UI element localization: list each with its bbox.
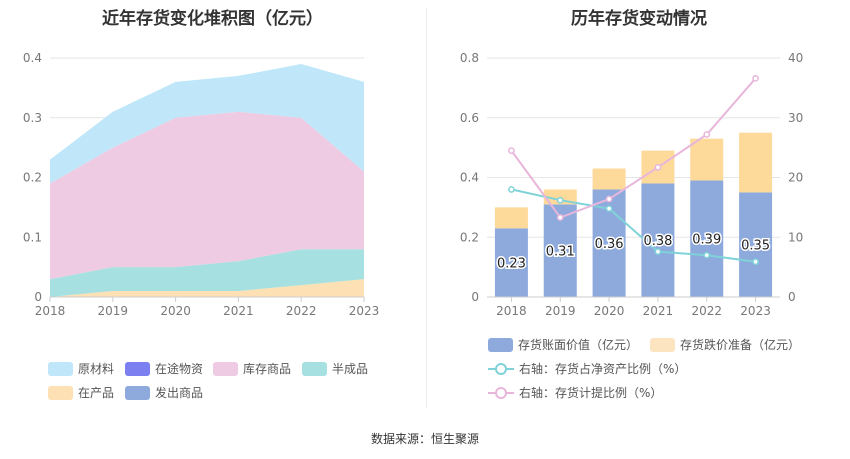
x-tick-label: 2020 [160, 304, 191, 318]
line-point [556, 214, 564, 221]
bar-存货跌价准备（亿元） [690, 138, 724, 181]
bar-line-combo-chart: 0 0.2 0.4 0.6 0.8 0 10 20 30 40 2018 2019 2020 2021 20… [460, 51, 803, 318]
legend-swatch [125, 385, 150, 400]
line-point [508, 186, 515, 193]
legend-swatch [488, 337, 513, 352]
x-tick-label: 2018 [496, 304, 527, 318]
legend-label: 发出商品 [155, 386, 204, 400]
y-tick-label: 0 [34, 290, 42, 304]
line-point [752, 74, 759, 82]
x-tick-label: 2021 [643, 304, 674, 318]
line-point [654, 248, 662, 255]
y2-tick-label: 0 [788, 290, 796, 304]
y2-tick-label: 30 [788, 111, 803, 125]
data-label: 0.35 [741, 239, 770, 254]
panel-divider [426, 8, 427, 408]
stacked-area-chart: 0 0.1 0.2 0.3 0.4 2018 2019 2020 2021 2022 2023 [23, 51, 380, 318]
data-label: 0.31 [546, 245, 575, 260]
y-tick-label: 0.1 [23, 230, 42, 244]
legend-label: 存货跌价准备（亿元） [680, 338, 801, 352]
line-point [605, 205, 613, 212]
legend-item-book-value[interactable]: 存货账面价值（亿元） [488, 336, 638, 353]
x-tick-label: 2023 [740, 304, 771, 318]
y2-tick-label: 40 [788, 51, 803, 65]
area-原材料 [50, 64, 364, 184]
bar-存货账面价值（亿元） [690, 180, 724, 297]
legend-item-provision-ratio[interactable]: 右轴：存货计提比例（%） [488, 384, 662, 401]
y-tick-label: 0.4 [460, 171, 479, 185]
legend-label: 在途物资 [155, 362, 204, 376]
legend-item-work-in-progress[interactable]: 在产品 [48, 384, 114, 401]
area-库存商品 [50, 111, 364, 280]
legend-label: 右轴：存货占净资产比例（%） [519, 362, 687, 376]
line-point [556, 196, 564, 204]
x-tick-label: 2018 [35, 304, 66, 318]
legend-swatch [48, 385, 73, 400]
y-tick-label: 0.2 [460, 230, 479, 244]
line-point [703, 131, 711, 138]
x-tick-label: 2022 [286, 304, 317, 318]
y-tick-label: 0.4 [23, 51, 42, 65]
data-label: 0.36 [595, 237, 624, 252]
legend-label: 存货账面价值（亿元） [518, 338, 639, 352]
legend-swatch [48, 361, 73, 376]
legend-label: 在产品 [78, 386, 115, 400]
bar-存货跌价准备（亿元） [739, 132, 773, 193]
y2-tick-label: 20 [788, 171, 803, 185]
bar-存货账面价值（亿元） [494, 228, 528, 297]
legend-label: 库存商品 [243, 362, 292, 376]
x-tick-label: 2023 [349, 304, 380, 318]
bar-存货账面价值（亿元） [739, 192, 773, 297]
bar-存货跌价准备（亿元） [494, 207, 528, 229]
x-tick-label: 2021 [223, 304, 254, 318]
line-point [508, 147, 515, 154]
line-point [752, 258, 759, 266]
data-source-note: 数据来源：恒生聚源 [370, 432, 479, 446]
legend-swatch [650, 337, 675, 352]
line-右轴：存货计提比例（%） [510, 77, 757, 219]
y-tick-label: 0.3 [23, 111, 42, 125]
legend-item-impairment-reserve[interactable]: 存货跌价准备（亿元） [650, 336, 800, 353]
line-point [654, 163, 662, 171]
area-半成品 [50, 249, 364, 297]
x-tick-label: 2019 [545, 304, 576, 318]
x-tick-label: 2019 [98, 304, 129, 318]
legend-swatch [125, 361, 150, 376]
line-point [605, 195, 613, 203]
legend-item-raw-material[interactable]: 原材料 [48, 360, 114, 377]
line-右轴：存货占净资产比例（%） [511, 188, 756, 263]
x-tick-label: 2020 [594, 304, 625, 318]
y-tick-label: 0 [471, 290, 479, 304]
legend-item-shipped-goods[interactable]: 发出商品 [125, 384, 203, 401]
legend-item-finished-goods[interactable]: 库存商品 [213, 360, 291, 377]
y-tick-label: 0.6 [460, 111, 479, 125]
bar-存货跌价准备（亿元） [592, 168, 626, 190]
legend-label: 右轴：存货计提比例（%） [519, 386, 663, 400]
legend-line-swatch [488, 362, 514, 376]
left-chart-title: 近年存货变化堆积图（亿元） [102, 9, 323, 29]
y-tick-label: 0.2 [23, 171, 42, 185]
legend-swatch [302, 361, 327, 376]
legend-line-swatch [488, 386, 514, 400]
right-chart-panel: 历年存货变动情况 0 0.2 0.4 0.6 0.8 0 10 20 30 40 2018 2019 2… [428, 0, 850, 410]
legend-item-semi-finished[interactable]: 半成品 [302, 360, 368, 377]
legend-swatch [213, 361, 238, 376]
x-tick-label: 2022 [691, 304, 722, 318]
line-point [703, 251, 711, 259]
legend-item-in-transit[interactable]: 在途物资 [125, 360, 203, 377]
legend-label: 半成品 [332, 362, 369, 376]
y2-tick-label: 10 [788, 230, 803, 244]
data-label: 0.38 [643, 234, 672, 249]
y-tick-label: 0.8 [460, 51, 479, 65]
area-在产品 [50, 279, 364, 297]
data-label: 0.23 [497, 257, 526, 272]
right-chart-title: 历年存货变动情况 [571, 9, 707, 29]
left-chart-panel: 近年存货变化堆积图（亿元） 0 0.1 0.2 0.3 0.4 2018 2019 2020 2… [0, 0, 425, 410]
bar-存货账面价值（亿元） [641, 183, 675, 297]
data-label: 0.39 [692, 233, 721, 248]
legend-item-net-asset-ratio[interactable]: 右轴：存货占净资产比例（%） [488, 360, 686, 377]
legend-label: 原材料 [78, 362, 115, 376]
